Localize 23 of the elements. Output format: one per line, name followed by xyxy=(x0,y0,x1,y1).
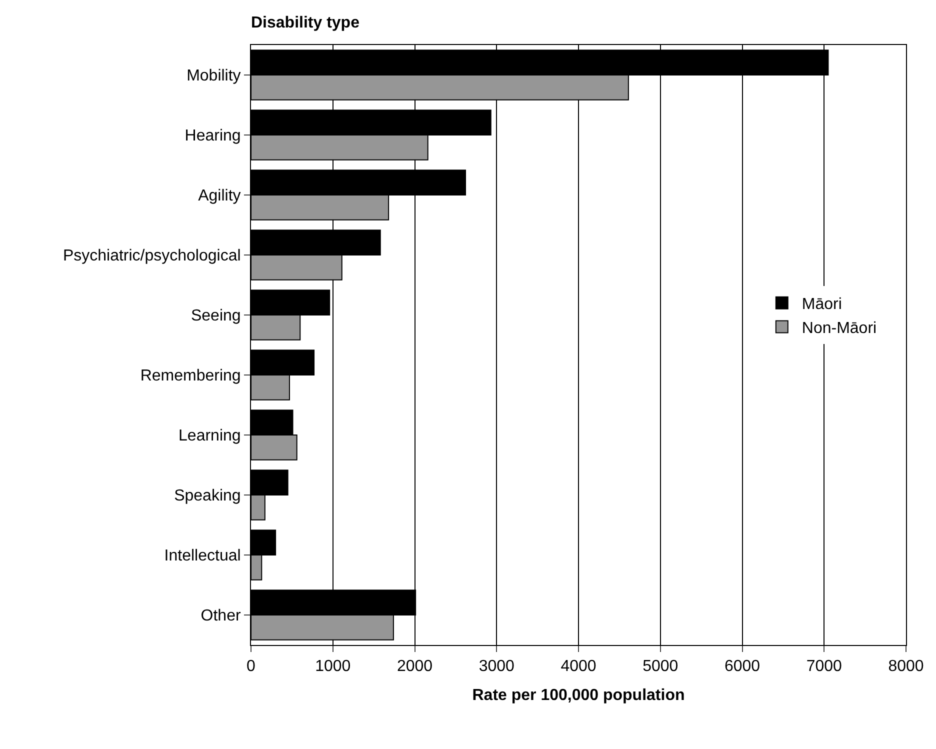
x-tick-label: 1000 xyxy=(315,658,351,676)
y-tick-label: Intellectual xyxy=(164,548,241,565)
x-tick-label: 8000 xyxy=(888,658,924,676)
x-axis-title: Rate per 100,000 population xyxy=(472,686,685,704)
legend-label: Māori xyxy=(802,296,842,314)
x-tick-label: 7000 xyxy=(806,658,842,676)
x-tick-label: 5000 xyxy=(642,658,678,676)
x-tick-label: 0 xyxy=(246,658,256,676)
x-tick-label: 6000 xyxy=(724,658,760,676)
x-tick-label: 3000 xyxy=(478,658,515,676)
legend-label: Non-Māori xyxy=(802,320,877,337)
y-tick-label: Hearing xyxy=(184,128,241,145)
chart-title: Disability type xyxy=(251,14,360,32)
x-tick-label: 2000 xyxy=(396,658,433,676)
y-tick-label: Learning xyxy=(178,428,241,445)
y-tick-label: Other xyxy=(200,608,242,625)
y-tick-label: Seeing xyxy=(190,308,241,325)
y-tick-label: Agility xyxy=(198,188,241,205)
y-tick-label: Remembering xyxy=(140,368,241,385)
y-tick-label: Speaking xyxy=(174,488,241,505)
y-tick-label: Mobility xyxy=(186,68,241,85)
y-tick-label: Psychiatric/psychological xyxy=(62,248,241,265)
x-tick-label: 4000 xyxy=(560,658,596,676)
